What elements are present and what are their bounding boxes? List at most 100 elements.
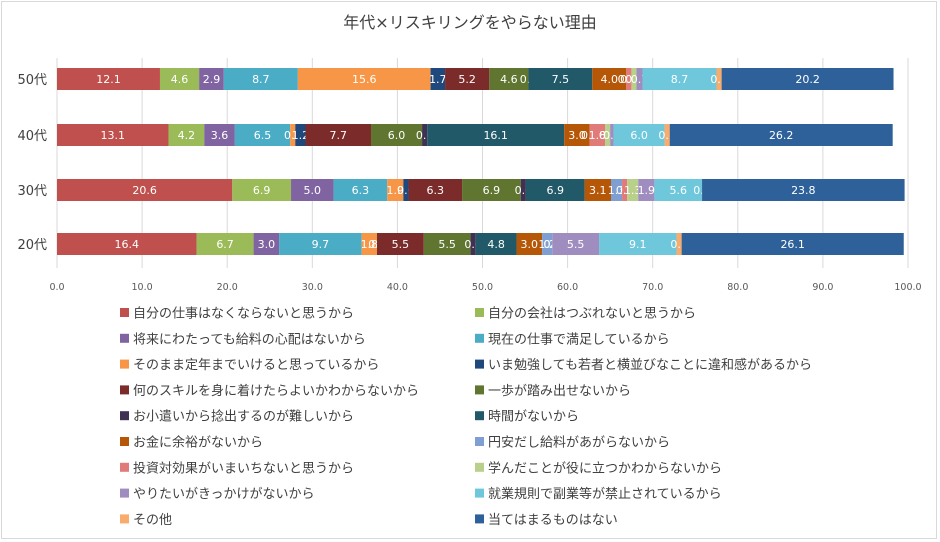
data-label: 6.9 [253, 184, 271, 197]
legend-label: その他 [133, 513, 172, 528]
bar-segment [427, 124, 565, 146]
data-label: 1.7 [429, 73, 447, 86]
bar-segment [204, 124, 235, 146]
legend-label: そのまま定年までいけると思っているから [133, 358, 379, 373]
bar-segment [664, 124, 670, 146]
bar-segment [291, 179, 334, 201]
bar-segment [475, 233, 517, 255]
data-label: 13.1 [100, 129, 125, 142]
bar-segment [605, 124, 611, 146]
data-label: 5.6 [669, 184, 687, 197]
bar-segment [253, 233, 280, 255]
legend-label: 時間がないから [488, 410, 579, 425]
legend-swatch [475, 462, 484, 472]
bar-segment [422, 124, 428, 146]
x-tick-label: 60.0 [557, 282, 578, 293]
data-label: 23.8 [791, 184, 816, 197]
data-label: 26.1 [780, 238, 805, 251]
data-label: 1.8 [361, 238, 379, 251]
category-label: 40代 [17, 129, 47, 144]
data-label: 1.8 [589, 129, 607, 142]
bar-segment [611, 179, 623, 201]
bar-segment [279, 233, 362, 255]
bar-segment [297, 68, 431, 90]
bar-segment [638, 179, 655, 201]
legend-label: 現在の仕事で満足しているから [488, 332, 670, 347]
data-label: 20.6 [132, 184, 157, 197]
data-label: 2.9 [203, 73, 221, 86]
legend-label: 学んだことが役に立つかわからないから [488, 460, 722, 476]
bar-segment [290, 124, 296, 146]
bar-segment [199, 68, 224, 90]
data-label: 15.6 [352, 73, 377, 86]
data-label: 5.5 [567, 238, 585, 251]
legend-swatch [475, 308, 484, 317]
data-label: 4.8 [487, 238, 505, 251]
legend-label: お小遣いから捻出するのが難しいから [133, 410, 354, 425]
data-label: 3.0 [568, 129, 586, 142]
data-label: 3.1 [589, 184, 607, 197]
chart-title: 年代×リスキリングをやらない理由 [343, 13, 596, 32]
bar-segment [721, 68, 894, 90]
data-label: 5.2 [458, 73, 476, 86]
legend-swatch [120, 437, 129, 446]
legend-swatch [120, 462, 129, 472]
category-labels: 50代 40代 30代 20代 [17, 73, 47, 253]
bar-segment [371, 124, 423, 146]
bar-segment [387, 179, 404, 201]
bar-segment [168, 124, 205, 146]
legend-swatch [120, 308, 129, 317]
legend-label: 当てはまるものはない [488, 513, 618, 528]
legend: 自分の仕事はなくならないと思うから 自分の会社はつぶれないと思うから将来にわたって… [120, 306, 812, 528]
bar-segment [613, 124, 665, 146]
legend-swatch [475, 333, 484, 343]
legend-swatch [475, 385, 484, 395]
x-tick-label: 20.0 [217, 282, 238, 293]
data-label: 5.0 [304, 184, 322, 197]
legend-swatch [120, 385, 129, 395]
legend-label: 投資対効果がいまいちないと思うから [133, 460, 354, 476]
data-label: 6.3 [427, 184, 445, 197]
bar-segment [552, 233, 600, 255]
bar-segment [159, 68, 200, 90]
data-label: 1.2 [292, 129, 310, 142]
legend-label: 円安だし給料があがらないから [488, 436, 670, 451]
bar-segment [470, 233, 476, 255]
bar-segment [232, 179, 292, 201]
data-label: 6.9 [483, 184, 501, 197]
data-label: 16.4 [115, 238, 140, 251]
legend-swatch [475, 514, 484, 524]
bar-segment [584, 179, 612, 201]
data-label: 8.7 [671, 73, 689, 86]
data-label: 5.5 [438, 238, 456, 251]
bar-segment [564, 124, 590, 146]
bar-segment [626, 68, 632, 90]
bar-segment [627, 179, 639, 201]
legend-swatch [120, 514, 129, 524]
bar-segment [57, 179, 233, 201]
legend-swatch [120, 488, 129, 498]
data-label: 1.3 [608, 184, 626, 197]
bar-segment [528, 68, 593, 90]
bar-segment [702, 179, 905, 201]
bar-segment [622, 179, 628, 201]
bar-segment [669, 124, 893, 146]
data-label: 9.1 [629, 238, 647, 251]
bar-segment [654, 179, 703, 201]
bar-segment [376, 233, 424, 255]
x-tick-label: 0.0 [49, 282, 64, 293]
legend-label: 自分の仕事はなくならないと思うから [133, 307, 354, 322]
bar-segment [462, 179, 521, 201]
legend-swatch [120, 411, 129, 421]
bar-segment [636, 68, 643, 90]
bar-segment [516, 233, 543, 255]
bar-segment [681, 233, 904, 255]
bar-segment [599, 233, 677, 255]
bar-segment [642, 68, 717, 90]
data-label: 6.5 [254, 129, 272, 142]
bar-segment [676, 233, 682, 255]
data-label: 6.7 [216, 238, 234, 251]
data-label: 8.7 [252, 73, 270, 86]
bar-segment [489, 68, 529, 90]
